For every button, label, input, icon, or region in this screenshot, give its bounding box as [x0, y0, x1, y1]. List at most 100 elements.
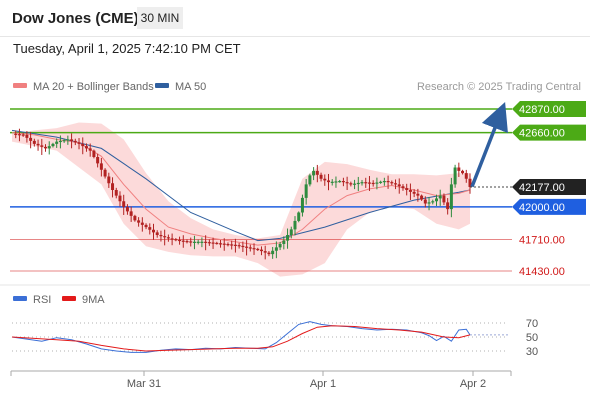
- candle-body: [468, 178, 472, 187]
- candle-body: [278, 244, 282, 248]
- candle-body: [40, 145, 44, 147]
- candle-body: [252, 248, 256, 250]
- candle-body: [21, 134, 25, 136]
- candle-body: [114, 190, 118, 196]
- candle-body: [308, 175, 312, 185]
- candle-body: [416, 193, 420, 196]
- legend-swatch-1: [155, 83, 169, 88]
- candle-body: [412, 191, 416, 194]
- candle-body: [341, 181, 345, 183]
- candle-body: [293, 220, 297, 230]
- rsi-legend-swatch-1: [62, 296, 76, 301]
- candle-body: [263, 251, 267, 253]
- candle-body: [133, 215, 137, 221]
- candle-body: [315, 170, 319, 175]
- level-label-42660.00: 42660.00: [519, 128, 565, 140]
- legend-swatch-0: [13, 83, 27, 88]
- candle-body: [286, 235, 290, 241]
- rsi-series-RSI: [11, 321, 471, 353]
- level-label-42870.00: 42870.00: [519, 104, 565, 116]
- candle-body: [189, 241, 193, 243]
- candle-body: [47, 146, 51, 149]
- candle-body: [453, 167, 457, 185]
- rsi-legend-swatch-0: [13, 296, 27, 301]
- candle-body: [245, 246, 249, 248]
- candle-body: [427, 202, 431, 204]
- candle-body: [461, 170, 465, 174]
- candle-body: [29, 137, 33, 141]
- candle-body: [144, 224, 148, 228]
- candle-body: [51, 143, 55, 147]
- candle-body: [394, 183, 398, 185]
- candle-body: [345, 182, 349, 184]
- header-divider: [0, 36, 590, 37]
- candle-body: [219, 243, 223, 245]
- candle-body: [241, 245, 245, 248]
- candle-body: [88, 148, 92, 151]
- rsi-legend-label-0: RSI: [33, 294, 51, 306]
- candle-body: [256, 248, 260, 251]
- candle-body: [446, 202, 450, 210]
- rsi-panel: RSI 9MA 70 50 30: [11, 294, 538, 358]
- rsi-tick-30: 30: [526, 346, 538, 358]
- candlesticks: [14, 128, 472, 260]
- timeframe-badge[interactable]: 30 MIN: [137, 7, 183, 29]
- candle-body: [449, 184, 453, 210]
- candle-body: [222, 243, 226, 245]
- candle-body: [36, 143, 40, 146]
- candle-body: [408, 190, 412, 192]
- candle-body: [371, 182, 375, 185]
- x-tick-label-2: Apr 2: [460, 378, 486, 390]
- candle-body: [367, 182, 371, 184]
- candle-body: [349, 183, 353, 185]
- level-tag-42870.00: [512, 101, 586, 117]
- candle-body: [181, 240, 185, 242]
- candle-body: [271, 250, 275, 255]
- current-price-tag: [512, 178, 586, 195]
- candle-body: [17, 134, 21, 136]
- candle-body: [338, 181, 342, 183]
- candle-body: [282, 240, 286, 244]
- forecast-arrow: [470, 101, 508, 188]
- legend-label-1: MA 50: [175, 81, 206, 93]
- rsi-tick-50: 50: [526, 332, 538, 344]
- candle-body: [155, 232, 159, 235]
- candle-body: [62, 140, 66, 142]
- candle-body: [207, 242, 211, 244]
- candle-body: [434, 198, 438, 202]
- candle-body: [267, 252, 271, 255]
- candle-body: [327, 180, 331, 183]
- candle-body: [77, 142, 81, 144]
- candle-body: [230, 244, 234, 246]
- candle-body: [386, 181, 390, 183]
- candle-body: [96, 157, 100, 164]
- candle-body: [397, 184, 401, 187]
- candle-body: [25, 134, 29, 138]
- candle-body: [81, 143, 85, 147]
- candle-body: [364, 182, 368, 184]
- candle-body: [122, 201, 126, 207]
- candle-body: [58, 140, 62, 143]
- candle-body: [163, 236, 167, 238]
- candle-body: [32, 140, 36, 144]
- candle-body: [300, 197, 304, 213]
- candle-body: [200, 241, 204, 243]
- candle-body: [375, 182, 379, 184]
- candle-body: [103, 169, 107, 177]
- candle-body: [111, 183, 115, 190]
- candle-body: [99, 163, 103, 170]
- candle-body: [140, 222, 144, 225]
- candle-body: [70, 139, 74, 141]
- candle-body: [405, 188, 409, 190]
- x-tick-label-1: Apr 1: [310, 378, 336, 390]
- ma50-line: [11, 129, 471, 242]
- candle-body: [237, 245, 241, 247]
- candle-body: [215, 242, 219, 245]
- level-label-41430.00: 41430.00: [519, 266, 565, 278]
- forecast-arrow-line: [470, 101, 508, 188]
- candle-body: [438, 195, 442, 199]
- candle-body: [330, 181, 334, 183]
- candle-body: [423, 199, 427, 204]
- candle-body: [390, 182, 394, 184]
